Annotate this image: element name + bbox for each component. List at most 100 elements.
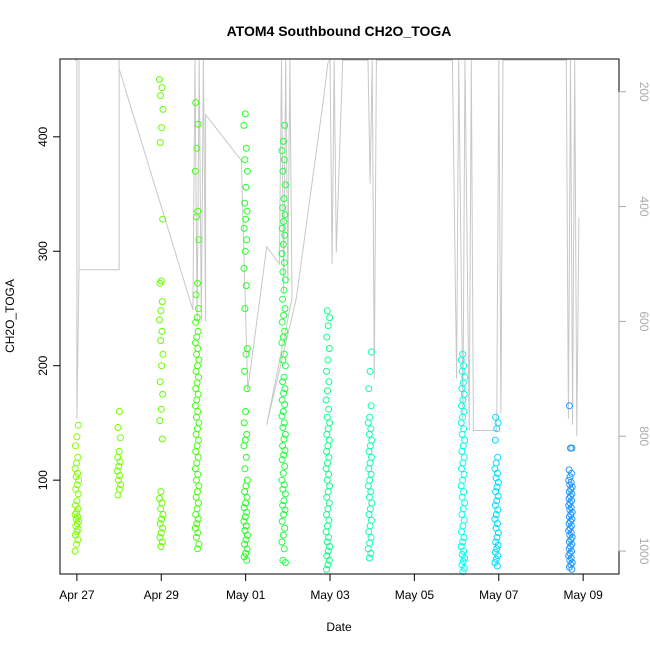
data-point [278, 318, 286, 326]
data-point [242, 549, 250, 557]
data-point [156, 417, 164, 425]
data-point [568, 533, 576, 541]
data-point [459, 505, 467, 513]
y-axis-label: CH2O_TOGA [3, 279, 17, 353]
y2-tick-label: 800 [637, 426, 650, 446]
data-point [241, 513, 249, 521]
data-point [157, 277, 165, 285]
data-point [281, 305, 289, 312]
data-point [193, 459, 201, 467]
data-point [71, 465, 79, 473]
data-point [459, 350, 467, 358]
data-point [323, 565, 330, 573]
data-point [325, 405, 333, 413]
data-point [241, 367, 249, 375]
data-point [325, 516, 333, 524]
data-point [281, 524, 289, 532]
data-point [565, 476, 573, 484]
x-tick-label: May 03 [310, 588, 350, 602]
data-point [492, 524, 500, 532]
data-point [117, 434, 124, 442]
data-point [493, 545, 501, 553]
data-point [491, 548, 499, 556]
data-point [492, 459, 500, 467]
data-point [460, 390, 468, 398]
data-point [366, 476, 374, 484]
data-point [159, 215, 167, 223]
data-point [278, 538, 286, 546]
x-tick-label: May 07 [479, 588, 519, 602]
data-point [73, 497, 81, 505]
data-point [156, 378, 164, 386]
data-point [325, 436, 333, 444]
data-point [193, 505, 201, 513]
data-point [195, 356, 203, 364]
data-point [366, 505, 374, 513]
data-point [278, 339, 286, 347]
data-point [280, 389, 288, 397]
data-point [194, 408, 202, 415]
data-point [195, 236, 203, 244]
data-point [326, 314, 334, 322]
data-point [325, 378, 333, 386]
data-point [492, 488, 500, 496]
data-point [194, 362, 201, 370]
data-point [367, 488, 375, 496]
data-point [491, 436, 499, 444]
data-point [568, 559, 576, 567]
data-point [195, 540, 203, 548]
data-point [281, 211, 289, 219]
data-point [191, 524, 199, 532]
data-point [322, 396, 330, 404]
data-point [325, 453, 333, 461]
data-point [243, 167, 251, 175]
data-point [192, 493, 200, 501]
data-point [242, 482, 250, 490]
data-point [278, 517, 286, 525]
data-point [191, 339, 199, 347]
data-point [281, 462, 289, 470]
data-point [156, 76, 163, 84]
data-point [323, 476, 331, 484]
data-point [493, 483, 501, 491]
data-point [322, 465, 330, 473]
data-point [366, 522, 374, 530]
data-point [240, 553, 248, 561]
data-point [157, 92, 165, 100]
data-point [192, 533, 200, 541]
data-point [458, 430, 466, 438]
data-point [491, 501, 499, 509]
data-point [280, 545, 288, 553]
data-point [281, 385, 289, 393]
data-point [493, 533, 501, 541]
data-point [279, 469, 287, 477]
chart-title: ATOM4 Southbound CH2O_TOGA [227, 23, 452, 39]
data-point [195, 305, 202, 312]
data-point [460, 453, 468, 461]
data-point [565, 466, 573, 474]
data-point [192, 318, 200, 326]
data-point [279, 167, 287, 175]
data-point [193, 379, 201, 387]
data-point [494, 453, 502, 461]
data-point [460, 425, 468, 433]
data-point [323, 367, 330, 375]
data-point [195, 436, 202, 444]
data-point [280, 435, 288, 443]
data-point [280, 419, 288, 427]
data-point [195, 499, 202, 507]
data-point [156, 533, 164, 541]
data-point [72, 473, 80, 481]
data-point [458, 528, 465, 536]
data-point [365, 465, 373, 473]
data-point [492, 474, 500, 482]
data-point [280, 195, 288, 203]
data-point [241, 199, 249, 207]
data-point [366, 539, 374, 547]
data-point [279, 333, 287, 341]
data-point [192, 367, 200, 375]
data-point [323, 333, 331, 341]
data-point [460, 408, 468, 415]
data-point [458, 402, 465, 410]
data-point [280, 350, 288, 358]
